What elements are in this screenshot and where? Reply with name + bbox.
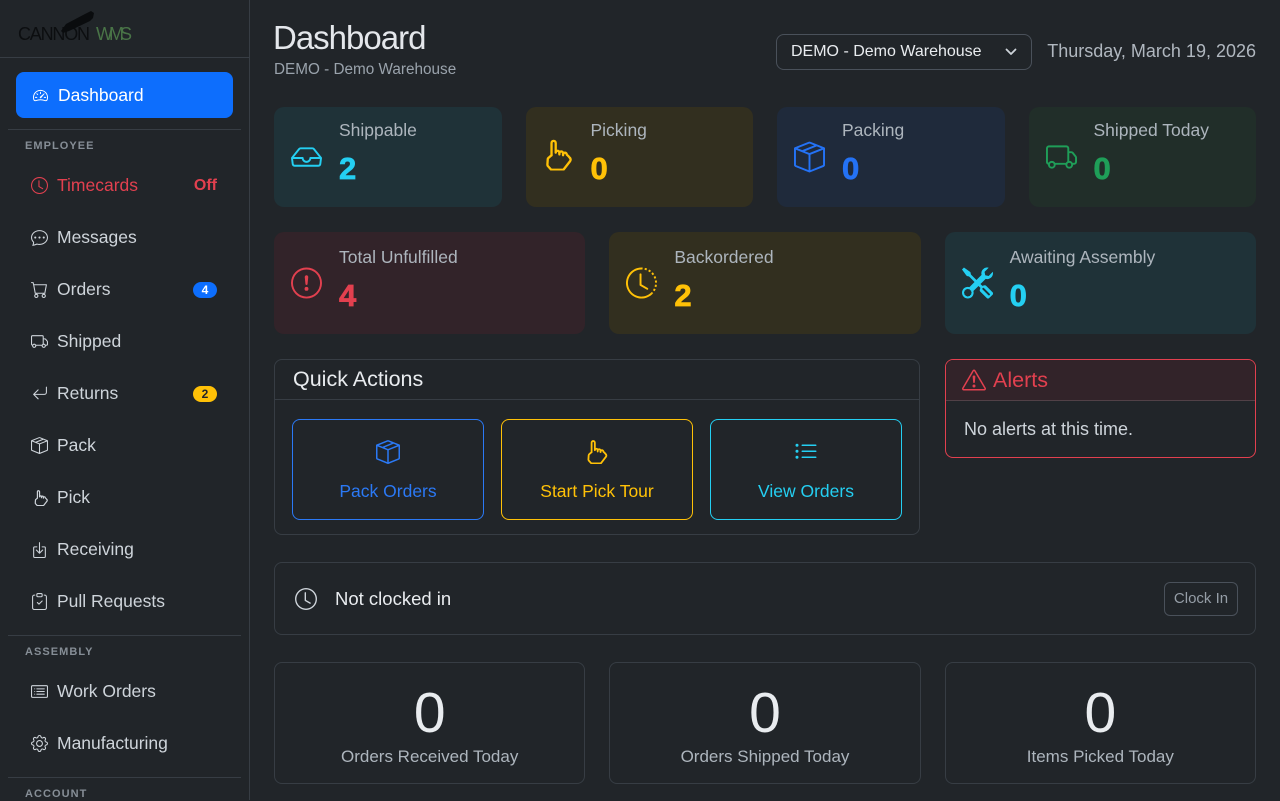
svg-text:CANNON: CANNON <box>18 24 89 44</box>
svg-text:WMS: WMS <box>96 24 132 44</box>
